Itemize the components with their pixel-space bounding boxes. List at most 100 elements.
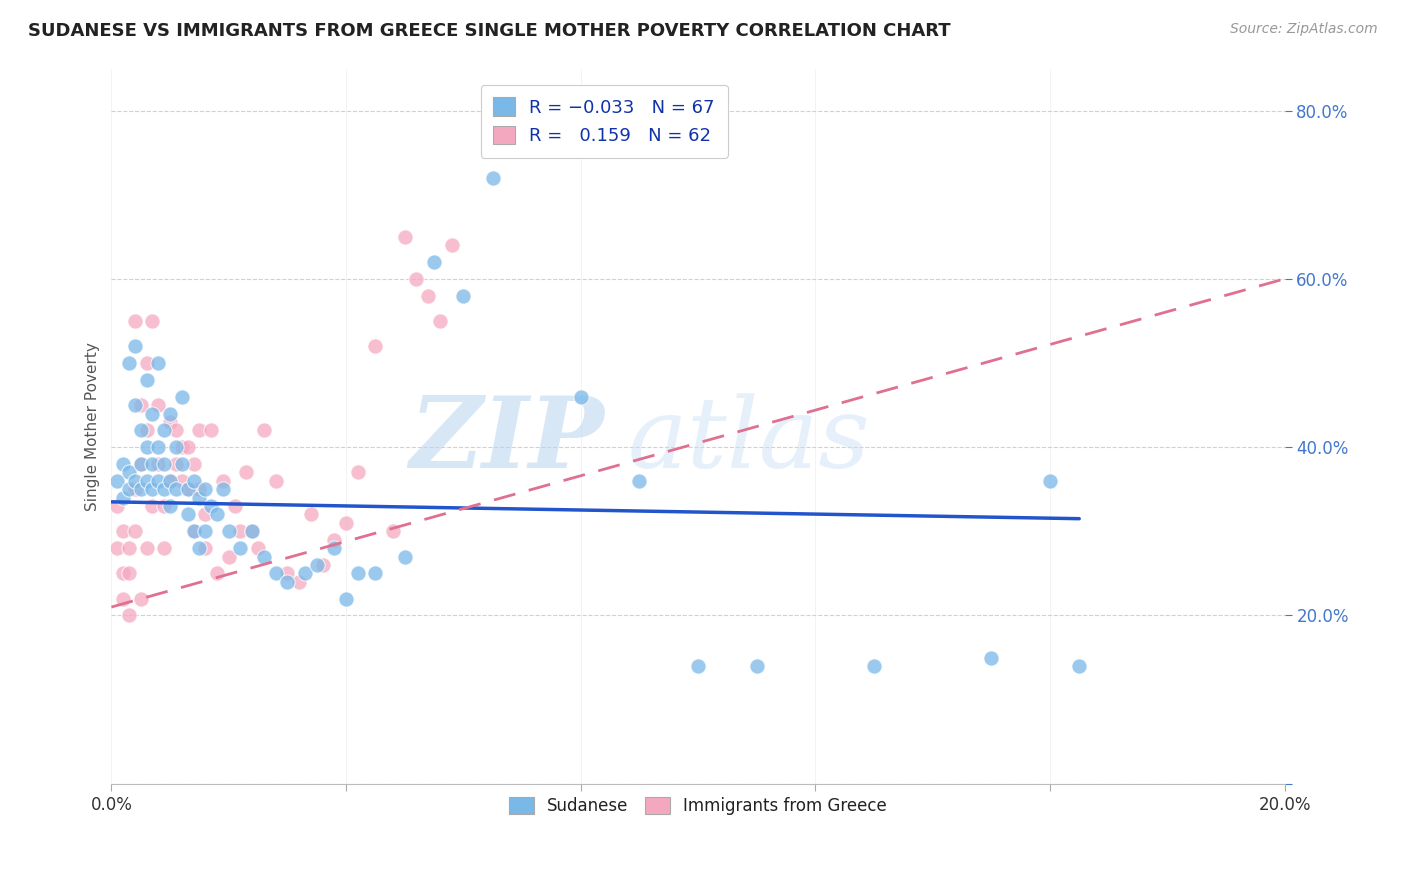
Point	[264, 566, 287, 581]
Point	[124, 398, 146, 412]
Point	[176, 482, 198, 496]
Point	[124, 482, 146, 496]
Point	[105, 474, 128, 488]
Point	[129, 398, 152, 412]
Point	[240, 524, 263, 539]
Point	[188, 482, 211, 496]
Point	[118, 608, 141, 623]
Point	[141, 314, 163, 328]
Point	[148, 457, 170, 471]
Point	[1039, 474, 1062, 488]
Point	[335, 516, 357, 530]
Point	[165, 440, 187, 454]
Point	[418, 289, 440, 303]
Point	[124, 339, 146, 353]
Point	[105, 541, 128, 556]
Point	[183, 457, 205, 471]
Point	[153, 423, 176, 437]
Point	[141, 499, 163, 513]
Point	[980, 650, 1002, 665]
Point	[129, 423, 152, 437]
Point	[159, 474, 181, 488]
Point	[346, 566, 368, 581]
Point	[159, 499, 181, 513]
Point	[188, 423, 211, 437]
Point	[863, 659, 886, 673]
Point	[153, 457, 176, 471]
Point	[235, 466, 257, 480]
Point	[159, 415, 181, 429]
Point	[118, 356, 141, 370]
Point	[381, 524, 404, 539]
Point	[429, 314, 451, 328]
Point	[148, 398, 170, 412]
Point	[135, 356, 157, 370]
Point	[745, 659, 768, 673]
Point	[176, 482, 198, 496]
Point	[311, 558, 333, 572]
Point	[440, 238, 463, 252]
Point	[288, 574, 311, 589]
Point	[229, 524, 252, 539]
Point	[194, 482, 217, 496]
Point	[569, 390, 592, 404]
Point	[159, 474, 181, 488]
Point	[188, 541, 211, 556]
Text: atlas: atlas	[627, 392, 870, 488]
Legend: Sudanese, Immigrants from Greece: Sudanese, Immigrants from Greece	[499, 788, 897, 825]
Text: Source: ZipAtlas.com: Source: ZipAtlas.com	[1230, 22, 1378, 37]
Point	[183, 474, 205, 488]
Point	[124, 524, 146, 539]
Point	[335, 591, 357, 606]
Point	[212, 474, 235, 488]
Point	[394, 229, 416, 244]
Point	[183, 524, 205, 539]
Point	[212, 482, 235, 496]
Point	[423, 255, 446, 269]
Point	[148, 356, 170, 370]
Point	[481, 170, 503, 185]
Point	[112, 591, 135, 606]
Point	[129, 591, 152, 606]
Point	[176, 440, 198, 454]
Point	[205, 566, 228, 581]
Point	[159, 407, 181, 421]
Point	[165, 482, 187, 496]
Point	[153, 499, 176, 513]
Point	[253, 423, 276, 437]
Point	[276, 566, 298, 581]
Point	[1069, 659, 1091, 673]
Point	[364, 566, 387, 581]
Point	[364, 339, 387, 353]
Point	[194, 524, 217, 539]
Point	[240, 524, 263, 539]
Point	[118, 541, 141, 556]
Point	[141, 482, 163, 496]
Point	[299, 508, 322, 522]
Point	[141, 457, 163, 471]
Text: ZIP: ZIP	[409, 392, 605, 489]
Point	[129, 457, 152, 471]
Point	[183, 524, 205, 539]
Point	[112, 524, 135, 539]
Point	[165, 457, 187, 471]
Point	[276, 574, 298, 589]
Point	[112, 566, 135, 581]
Point	[200, 499, 222, 513]
Point	[510, 120, 533, 135]
Point	[112, 491, 135, 505]
Y-axis label: Single Mother Poverty: Single Mother Poverty	[86, 342, 100, 510]
Point	[165, 423, 187, 437]
Text: SUDANESE VS IMMIGRANTS FROM GREECE SINGLE MOTHER POVERTY CORRELATION CHART: SUDANESE VS IMMIGRANTS FROM GREECE SINGL…	[28, 22, 950, 40]
Point	[305, 558, 328, 572]
Point	[129, 482, 152, 496]
Point	[153, 541, 176, 556]
Point	[135, 474, 157, 488]
Point	[200, 423, 222, 437]
Point	[135, 440, 157, 454]
Point	[124, 474, 146, 488]
Point	[170, 457, 193, 471]
Point	[118, 466, 141, 480]
Point	[628, 474, 651, 488]
Point	[346, 466, 368, 480]
